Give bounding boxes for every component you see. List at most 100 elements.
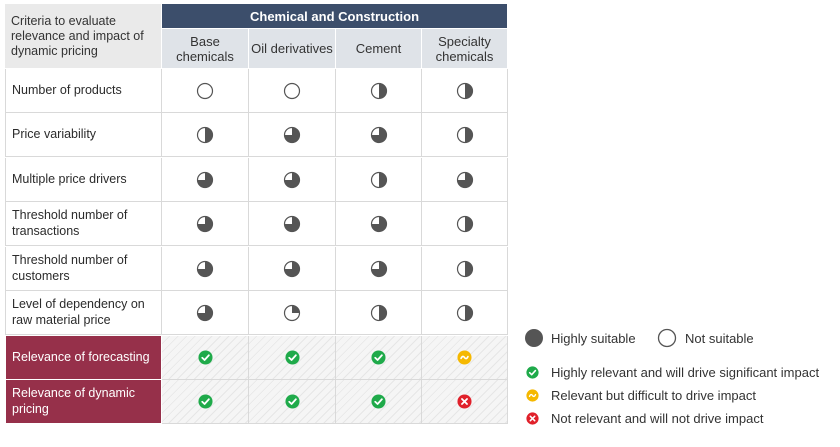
cross-icon	[526, 412, 539, 425]
row-label-text: Level of dependency on raw material pric…	[12, 297, 145, 327]
relevance-cell	[249, 380, 336, 424]
harvey-ball-icon	[283, 171, 301, 188]
rating-cell	[422, 158, 508, 202]
harvey-ball-icon	[196, 304, 214, 321]
harvey-ball-icon	[196, 260, 214, 277]
row-label-text: Price variability	[12, 126, 97, 141]
rating-cell	[422, 113, 508, 157]
rating-cell	[249, 202, 336, 246]
rating-cell	[162, 69, 249, 113]
rating-cell	[336, 113, 422, 157]
harvey-ball-icon	[196, 126, 214, 143]
row-label-text: Relevance of forecasting	[12, 349, 150, 364]
column-header: Cement	[336, 29, 422, 69]
tilde-icon	[526, 389, 539, 402]
rating-cell	[422, 291, 508, 335]
relevance-cell	[422, 380, 508, 424]
rating-cell	[249, 291, 336, 335]
harvey-ball-icon	[370, 215, 387, 232]
rating-cell	[422, 69, 508, 113]
legend-highly-relevant: Highly relevant and will drive significa…	[551, 365, 820, 380]
rating-cell	[249, 247, 336, 291]
column-header-label: Base chemicals	[176, 33, 234, 64]
harvey-ball-icon	[456, 304, 473, 321]
harvey-ball-icon	[283, 82, 301, 99]
not-suitable-icon	[657, 328, 677, 348]
rating-cell	[249, 69, 336, 113]
rating-cell	[162, 158, 249, 202]
rating-cell	[422, 247, 508, 291]
harvey-ball-icon	[196, 171, 214, 188]
harvey-ball-icon	[456, 215, 473, 232]
harvey-ball-icon	[370, 126, 387, 143]
harvey-ball-icon	[370, 260, 387, 277]
row-label-text: Threshold number of customers	[12, 253, 128, 283]
rating-cell	[249, 158, 336, 202]
cross-icon	[457, 394, 472, 409]
rating-cell	[249, 113, 336, 157]
column-header: Oil derivatives	[249, 29, 336, 69]
relevance-cell	[422, 336, 508, 380]
rating-cell	[422, 202, 508, 246]
rating-cell	[336, 158, 422, 202]
rating-cell	[162, 247, 249, 291]
row-label-text: Relevance of dynamic pricing	[12, 386, 135, 416]
table-row-label: Threshold number of transactions	[5, 202, 162, 246]
check-icon	[284, 394, 300, 409]
table-row-label: Threshold number of customers	[5, 247, 162, 291]
relevance-cell	[249, 336, 336, 380]
column-header: Base chemicals	[162, 29, 249, 69]
harvey-ball-icon	[283, 260, 301, 277]
relevance-cell	[336, 380, 422, 424]
legend-highly-suitable: Highly suitable	[551, 331, 636, 346]
check-icon	[284, 350, 300, 365]
harvey-ball-icon	[283, 215, 301, 232]
column-header-label: Cement	[355, 41, 402, 56]
rating-cell	[336, 291, 422, 335]
row-label-text: Threshold number of transactions	[12, 208, 128, 238]
table-row-label: Price variability	[5, 113, 162, 157]
row-label-text: Number of products	[12, 82, 122, 97]
harvey-ball-icon	[456, 82, 473, 99]
harvey-ball-icon	[456, 171, 473, 188]
row-label-text: Multiple price drivers	[12, 171, 127, 186]
group-header: Chemical and Construction	[162, 4, 508, 29]
column-header-label: Oil derivatives	[251, 41, 333, 56]
check-icon	[371, 350, 386, 365]
harvey-ball-icon	[370, 82, 387, 99]
check-icon	[197, 394, 213, 409]
group-header-label: Chemical and Construction	[249, 8, 420, 24]
column-header-label: Specialty chemicals	[435, 33, 494, 64]
harvey-ball-icon	[196, 82, 214, 99]
rating-cell	[162, 113, 249, 157]
rating-cell	[336, 69, 422, 113]
relevance-cell	[162, 336, 249, 380]
relevance-row-label: Relevance of forecasting	[5, 336, 162, 380]
criteria-header-label: Criteria to evaluate relevance and impac…	[11, 13, 144, 58]
relevance-cell	[162, 380, 249, 424]
harvey-ball-icon	[456, 126, 473, 143]
legend-relevant-difficult: Relevant but difficult to drive impact	[551, 388, 756, 403]
legend-not-relevant: Not relevant and will not drive impact	[551, 411, 764, 426]
harvey-ball-icon	[283, 304, 301, 321]
harvey-ball-icon	[456, 260, 473, 277]
relevance-row-label: Relevance of dynamic pricing	[5, 380, 162, 424]
table-row-label: Level of dependency on raw material pric…	[5, 291, 162, 335]
relevance-cell	[336, 336, 422, 380]
highly-suitable-icon	[525, 329, 543, 347]
rating-cell	[336, 247, 422, 291]
rating-cell	[336, 202, 422, 246]
harvey-ball-icon	[283, 126, 301, 143]
legend-not-suitable: Not suitable	[685, 331, 754, 346]
harvey-ball-icon	[370, 304, 387, 321]
column-header: Specialty chemicals	[422, 29, 508, 69]
table-row-label: Multiple price drivers	[5, 158, 162, 202]
tilde-icon	[457, 350, 472, 365]
harvey-ball-icon	[370, 171, 387, 188]
check-icon	[197, 350, 213, 365]
rating-cell	[162, 202, 249, 246]
harvey-ball-icon	[196, 215, 214, 232]
check-icon	[526, 366, 539, 379]
table-row-label: Number of products	[5, 69, 162, 113]
criteria-header: Criteria to evaluate relevance and impac…	[5, 4, 162, 69]
